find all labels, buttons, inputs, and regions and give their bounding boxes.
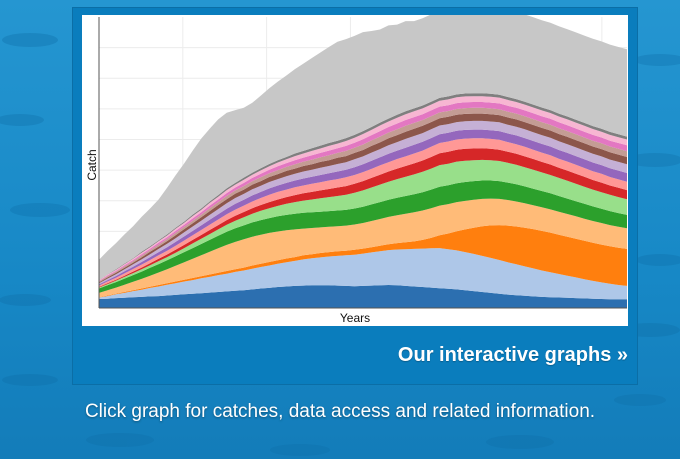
catch-chart[interactable]: Catch Years	[82, 15, 628, 326]
catch-stacked-area-chart[interactable]	[82, 15, 628, 326]
area-series-4[interactable]	[99, 198, 627, 298]
y-axis-label: Catch	[85, 149, 99, 181]
interactive-graphs-link[interactable]: Our interactive graphs »	[397, 344, 628, 366]
area-series-2[interactable]	[99, 248, 627, 300]
caption-text: Click graph for catches, data access and…	[84, 401, 596, 422]
area-series-3[interactable]	[99, 225, 627, 298]
x-axis-label: Years	[339, 311, 371, 325]
area-series-1[interactable]	[99, 285, 627, 308]
area-series-16[interactable]	[99, 15, 627, 281]
